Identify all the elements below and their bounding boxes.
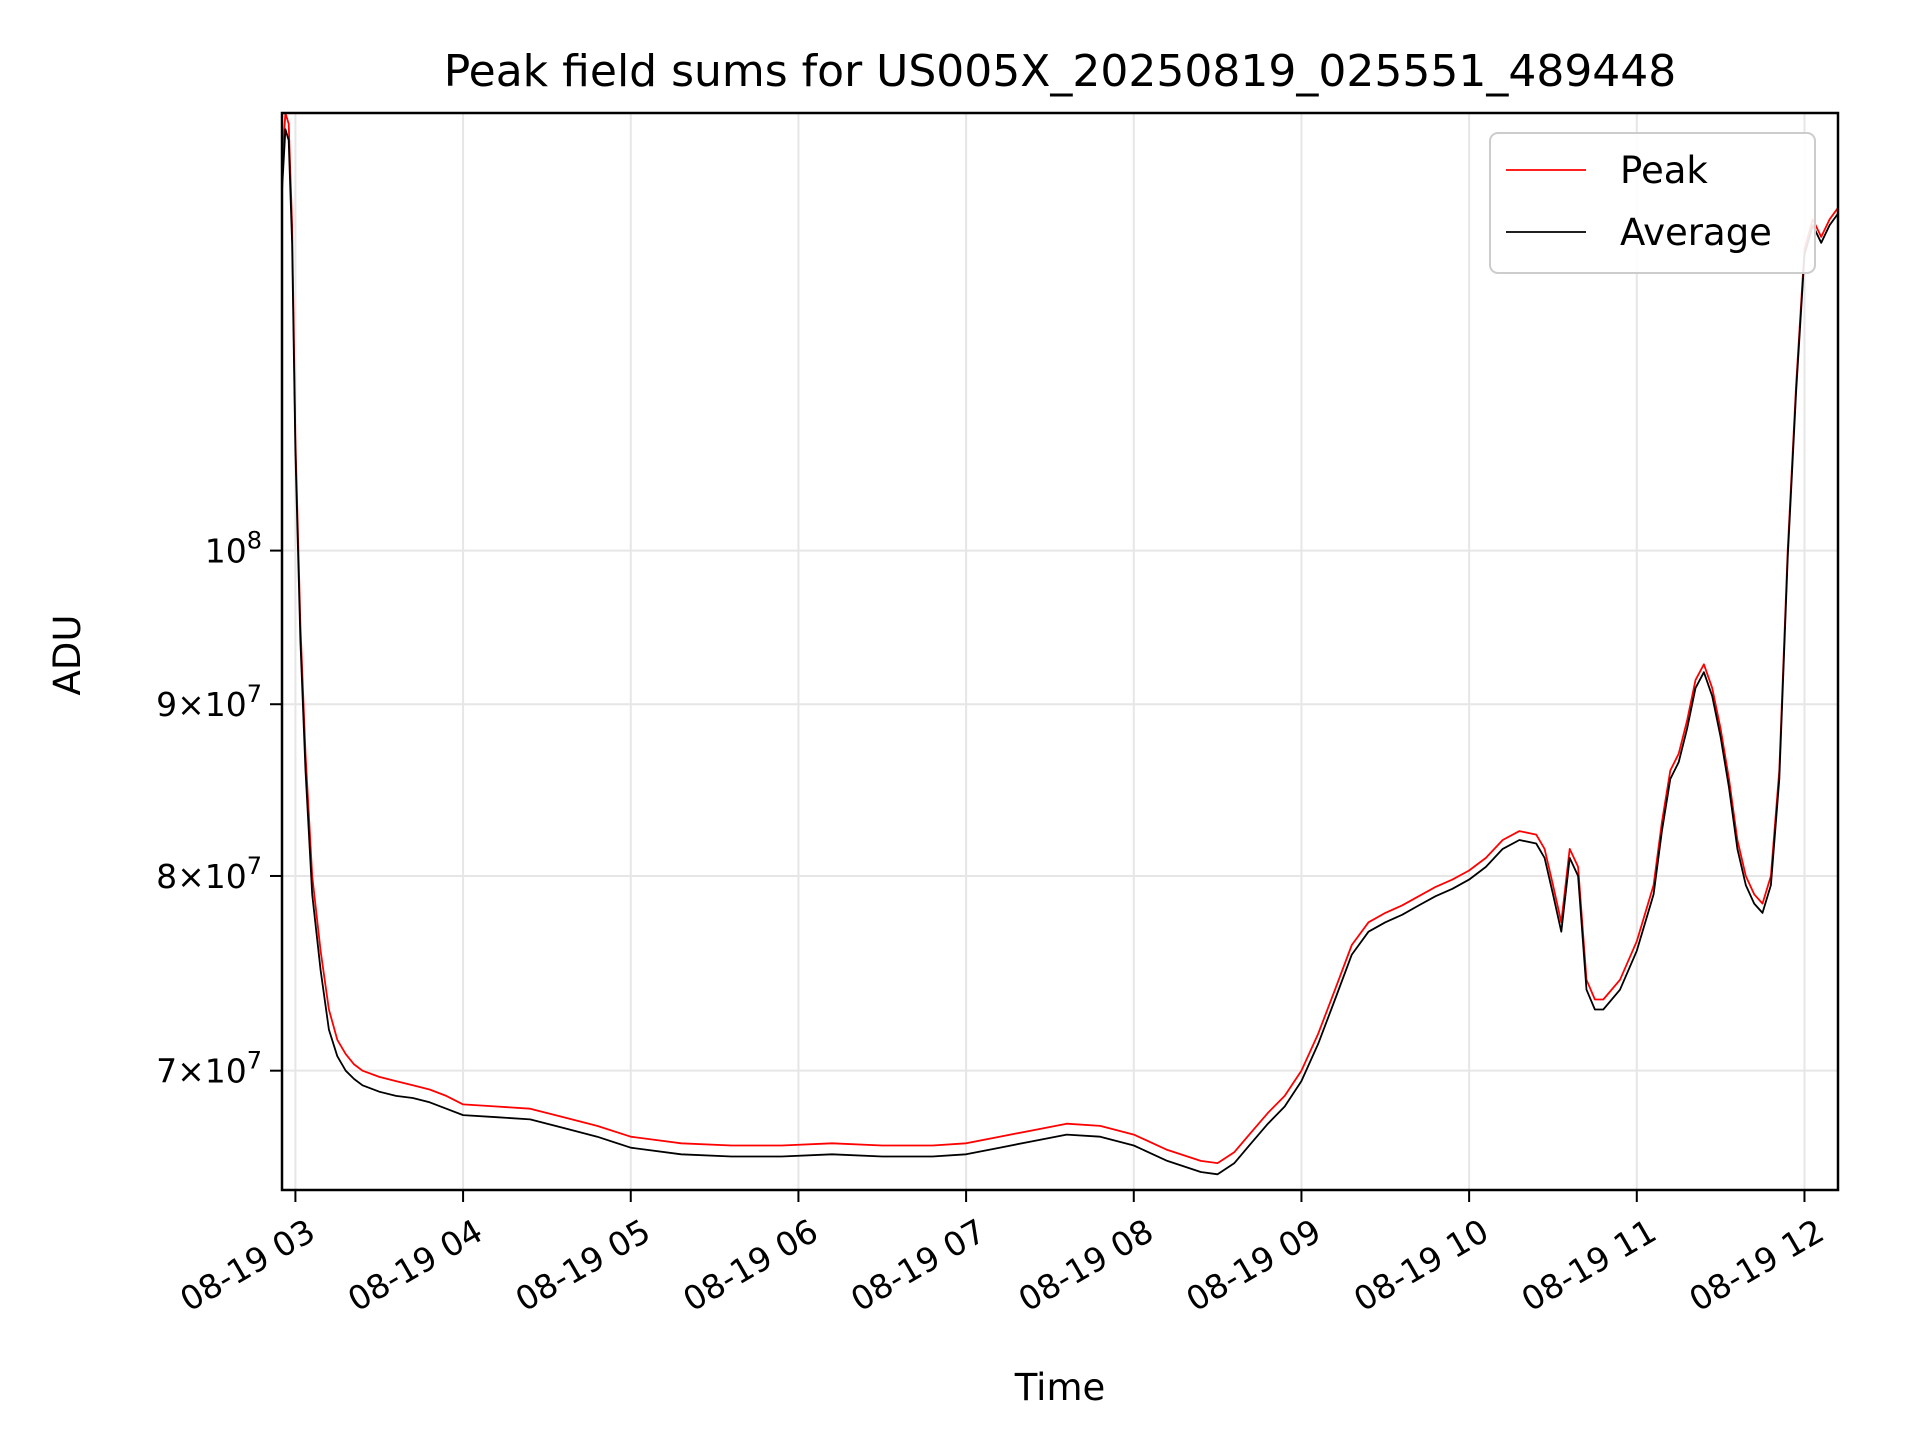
legend-label: Average [1620, 211, 1772, 254]
y-tick-label: 8×107 [156, 852, 262, 896]
legend-box [1489, 132, 1816, 274]
y-tick-label: 9×107 [156, 680, 262, 724]
y-tick-label: 108 [205, 527, 262, 571]
series-line-average [281, 128, 1839, 1176]
chart-title: Peak field sums for US005X_20250819_0255… [444, 46, 1677, 97]
legend: Peak Average [1489, 132, 1816, 274]
y-tick-label: 7×107 [156, 1047, 262, 1091]
x-axis-label: Time [1014, 1366, 1106, 1409]
series-line-peak [281, 112, 1839, 1164]
plot-frame [280, 111, 1840, 1192]
legend-label: Peak [1620, 149, 1708, 192]
y-axis-label: ADU [46, 615, 89, 696]
